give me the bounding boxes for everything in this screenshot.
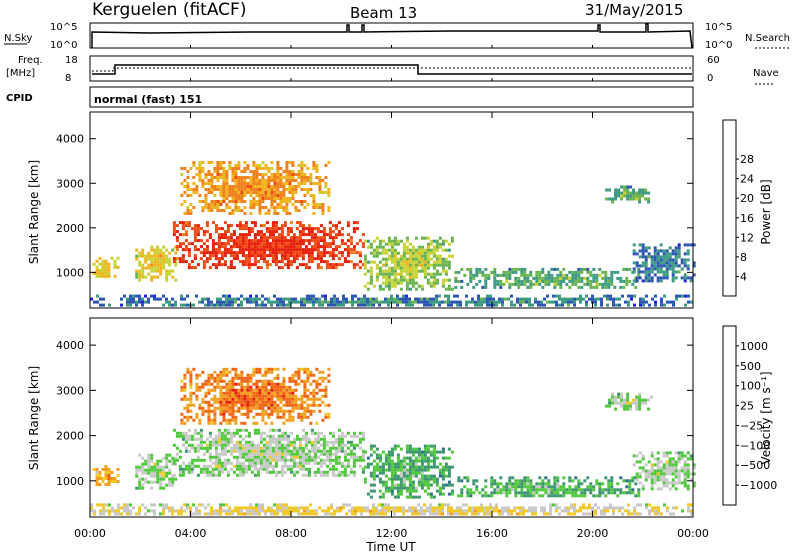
velocity-ylabel: Slant Range [km]: [27, 366, 41, 470]
velocity-echo-region: [135, 453, 178, 490]
velocity-colorbar-tick: 500: [740, 360, 761, 373]
velocity-echo-region: [632, 451, 696, 491]
nave-trace: [92, 67, 692, 72]
velocity-colorbar-tick: −1000: [740, 479, 777, 492]
nsky-trace: [91, 23, 693, 49]
power-ylabel: Slant Range [km]: [27, 160, 41, 264]
power-cells: [90, 161, 696, 307]
freq-tick-top: 18: [65, 55, 78, 66]
nave-label: Nave: [753, 68, 779, 79]
nsky-tick-bottom: 10^0: [50, 40, 77, 51]
cpid-label: CPID: [6, 93, 33, 104]
power-echo-region: [135, 245, 178, 282]
power-echo-region: [605, 185, 651, 204]
cpid-strip: CPID normal (fast) 151: [6, 86, 694, 108]
freq-strip: Freq. [MHz] 18 8 60 0 Nave: [6, 55, 779, 85]
power-ytick-label: 3000: [56, 177, 84, 190]
freq-trace: [92, 64, 692, 75]
power-colorbar: 4 8 12 16 20 24 28: [722, 119, 754, 297]
velocity-colorbar-tick: 25: [740, 400, 754, 413]
nsky-strip: N.Sky 10^5 10^0 10^5 10^0 N.Search: [4, 22, 790, 51]
velocity-echo-region: [457, 476, 641, 498]
power-colorbar-label: Power [dB]: [759, 179, 773, 244]
velocity-colorbar-tick: 100: [740, 380, 761, 393]
time-tick-label: 12:00: [376, 527, 408, 540]
nsearch-tick-bottom: 10^0: [705, 40, 732, 51]
power-ytick-label: 2000: [56, 222, 84, 235]
nsearch-tick-top: 10^5: [705, 22, 732, 33]
nsearch-label: N.Search: [745, 33, 790, 44]
velocity-echo-region: [605, 392, 654, 411]
beam-title: Beam 13: [350, 4, 417, 22]
freq-tick-bottom: 8: [65, 73, 71, 84]
power-colorbar-tick: 8: [740, 251, 747, 264]
velocity-echo-region: [90, 503, 693, 516]
velocity-colorbar-label: Velocity [m s⁻¹]: [759, 371, 773, 464]
time-tick-label: 08:00: [275, 527, 307, 540]
velocity-colorbar-tick: −25: [740, 419, 763, 432]
freq-label: Freq.: [18, 55, 43, 66]
power-echo-region: [172, 221, 365, 270]
velocity-echo-region: [180, 367, 331, 425]
power-ytick-label: 4000: [56, 133, 84, 146]
time-tick-label: 20:00: [577, 527, 609, 540]
power-colorbar-tick: 28: [740, 153, 754, 166]
nsky-tick-top: 10^5: [50, 22, 77, 33]
power-colorbar-tick: 24: [740, 173, 754, 186]
power-echo-region: [632, 243, 696, 283]
time-tick-label: 16:00: [476, 527, 508, 540]
time-axis-title: Time UT: [365, 540, 416, 554]
cpid-value: normal (fast) 151: [94, 93, 202, 106]
time-axis: 00:00 04:00 08:00 12:00 16:00 20:00 00:00: [74, 45, 709, 540]
nsky-label: N.Sky: [4, 33, 32, 44]
velocity-colorbar-tick: 1000: [740, 340, 768, 353]
freq-unit-label: [MHz]: [6, 68, 35, 79]
velocity-echo-region: [92, 465, 120, 486]
velocity-colorbar-tick: −500: [740, 459, 770, 472]
velocity-echo-region: [172, 428, 365, 477]
velocity-panel: 1000 2000 3000 4000 Slant Range [km] 1000 50…: [27, 317, 777, 518]
velocity-y-axis: 1000 2000 3000 4000: [56, 339, 693, 488]
velocity-colorbar: 1000 500 100 25 −25 −100 −500 −1000: [722, 325, 777, 506]
power-colorbar-tick: 20: [740, 192, 754, 205]
velocity-ytick-label: 4000: [56, 339, 84, 352]
time-tick-label: 00:00: [74, 527, 106, 540]
station-title: Kerguelen (fitACF): [92, 0, 246, 20]
power-echo-region: [90, 294, 693, 307]
time-tick-label: 00:00: [677, 527, 709, 540]
velocity-echo-region: [363, 444, 454, 499]
power-ytick-label: 1000: [56, 266, 84, 279]
power-echo-region: [363, 236, 454, 291]
power-panel: 1000 2000 3000 4000 Slant Range [km] 4 8 12 16…: [27, 111, 773, 309]
power-echo-region: [180, 161, 331, 215]
power-colorbar-tick: 12: [740, 231, 754, 244]
power-colorbar-tick: 16: [740, 212, 754, 225]
velocity-colorbar-tick: −100: [740, 439, 770, 452]
power-echo-region: [454, 267, 641, 289]
power-y-axis: 1000 2000 3000 4000: [56, 133, 693, 279]
velocity-ytick-label: 3000: [56, 384, 84, 397]
date-title: 31/May/2015: [585, 1, 683, 19]
nave-tick-bottom: 0: [707, 73, 713, 84]
power-echo-region: [92, 256, 120, 278]
time-tick-label: 04:00: [175, 527, 207, 540]
nave-tick-top: 60: [707, 55, 720, 66]
velocity-cells: [90, 367, 696, 516]
power-colorbar-tick: 4: [740, 270, 747, 283]
velocity-ytick-label: 1000: [56, 475, 84, 488]
velocity-ytick-label: 2000: [56, 430, 84, 443]
